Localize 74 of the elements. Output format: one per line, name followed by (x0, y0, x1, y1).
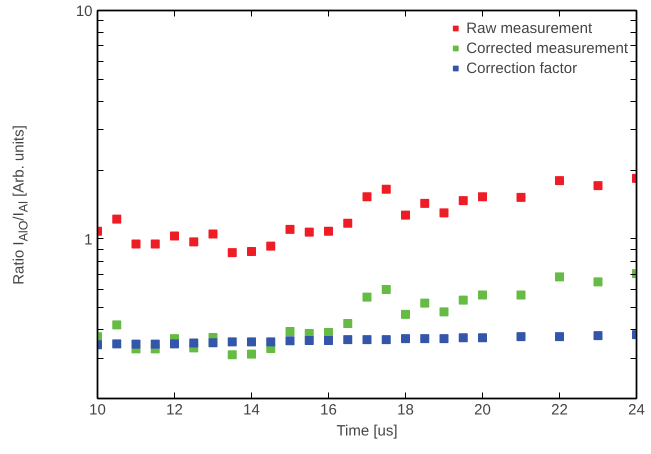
point (304, 228, 314, 237)
point (132, 340, 140, 349)
legend-label: Corrected measurement (466, 40, 628, 56)
point (189, 237, 198, 246)
x-tick-label: 22 (551, 402, 568, 418)
point (458, 196, 468, 206)
legend-label: Raw measurement (466, 20, 592, 36)
point (555, 332, 564, 342)
point (478, 290, 487, 300)
point (382, 184, 391, 194)
point (458, 296, 468, 305)
x-tick-label: 18 (397, 402, 414, 418)
point (362, 292, 372, 302)
point (132, 239, 140, 248)
point (189, 338, 198, 348)
x-tick-label: 10 (89, 402, 106, 418)
point (170, 231, 179, 240)
point (286, 224, 294, 234)
x-tick-label: 12 (166, 402, 183, 418)
point (382, 335, 391, 344)
point (516, 192, 526, 202)
point (555, 176, 564, 186)
point (420, 198, 430, 208)
point (362, 335, 372, 344)
x-tick-label: 16 (320, 402, 337, 418)
point (150, 340, 160, 349)
point (150, 239, 160, 248)
point (112, 214, 122, 224)
point (362, 192, 372, 202)
point (304, 336, 314, 345)
x-tick-label: 20 (474, 402, 491, 418)
point (343, 335, 352, 344)
point (286, 327, 294, 336)
point (420, 298, 430, 308)
point (458, 333, 468, 342)
legend-label: Correction factor (466, 60, 578, 76)
point (420, 334, 430, 344)
point (324, 336, 333, 345)
point (401, 310, 410, 319)
point (594, 331, 602, 340)
point (478, 192, 487, 202)
y-tick-label: 1 (84, 231, 92, 248)
point (440, 334, 448, 344)
point (401, 210, 410, 220)
point (478, 333, 487, 342)
point (170, 339, 179, 348)
point (440, 307, 448, 316)
point (594, 181, 602, 190)
point (247, 350, 256, 359)
point (208, 338, 218, 348)
point (286, 336, 294, 346)
point (343, 319, 352, 328)
point (266, 242, 276, 251)
point (401, 334, 410, 344)
point (516, 290, 526, 300)
point (208, 230, 218, 239)
x-tick-label: 24 (628, 402, 645, 418)
point (382, 285, 391, 294)
point (266, 337, 276, 346)
point (440, 208, 448, 218)
point (594, 277, 602, 286)
point (228, 350, 237, 360)
point (247, 337, 256, 346)
point (555, 272, 564, 282)
point (112, 339, 122, 348)
point (343, 218, 352, 228)
x-tick-label: 14 (243, 402, 260, 418)
x-axis-title: Time [us] (336, 422, 398, 440)
point (228, 337, 237, 346)
point (516, 332, 526, 342)
point (112, 320, 122, 330)
point (324, 226, 333, 236)
point (228, 248, 237, 258)
point (247, 247, 256, 256)
